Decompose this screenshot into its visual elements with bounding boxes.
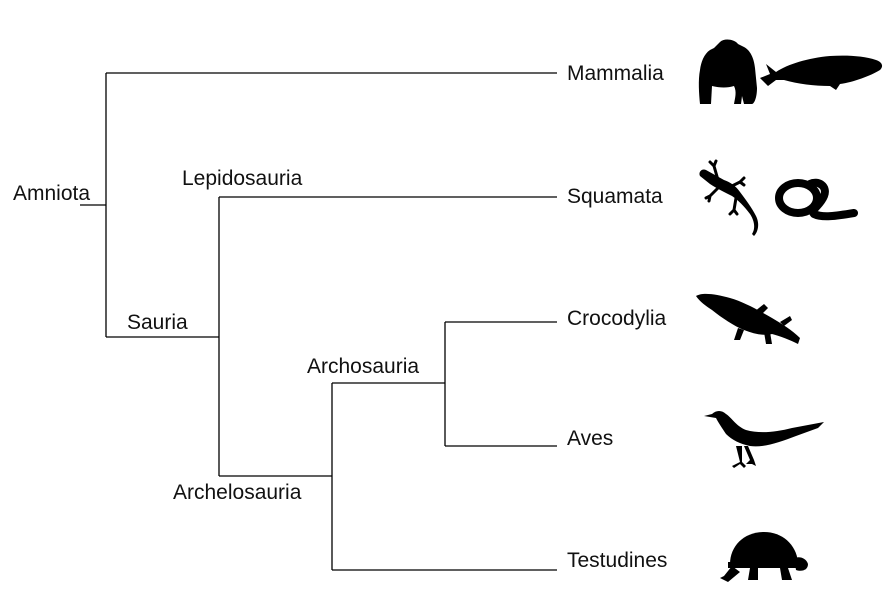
node-label-lepidosauria: Lepidosauria [182,167,303,190]
gorilla-icon [698,39,757,104]
node-label-amniota: Amniota [13,182,91,205]
leaf-label-aves: Aves [567,427,614,450]
node-label-sauria: Sauria [127,311,188,334]
turtle-icon [720,532,808,582]
leaf-label-squamata: Squamata [567,185,663,208]
leaf-label-mammalia: Mammalia [567,62,664,85]
crocodile-icon [696,293,800,344]
node-label-archelosauria: Archelosauria [173,481,302,504]
bird-icon [704,411,824,468]
leaf-label-crocodylia: Crocodylia [567,307,667,330]
node-label-archosauria: Archosauria [307,355,420,378]
snake-icon [775,178,858,221]
whale-icon [760,55,883,90]
lizard-icon [699,159,759,236]
leaf-label-testudines: Testudines [567,549,668,572]
